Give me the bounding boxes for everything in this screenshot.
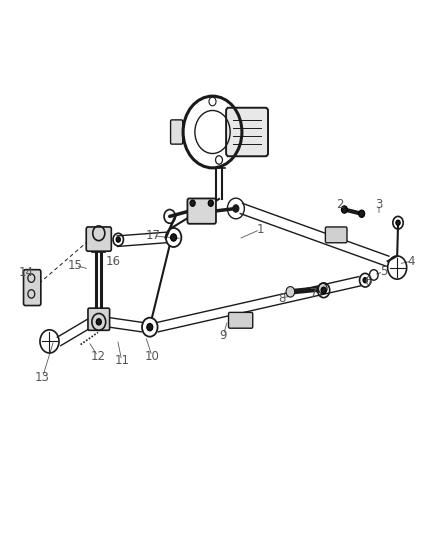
Circle shape — [321, 287, 326, 293]
FancyBboxPatch shape — [226, 108, 268, 156]
Circle shape — [318, 284, 327, 294]
Text: 14: 14 — [18, 266, 33, 279]
Text: 11: 11 — [114, 354, 129, 367]
Text: 2: 2 — [336, 198, 344, 211]
Text: 10: 10 — [145, 350, 159, 362]
FancyBboxPatch shape — [229, 312, 253, 328]
Text: 7: 7 — [311, 287, 318, 301]
FancyBboxPatch shape — [24, 270, 41, 305]
Text: 3: 3 — [375, 198, 383, 211]
Text: 9: 9 — [219, 328, 227, 342]
Text: 1: 1 — [256, 223, 264, 236]
Text: 4: 4 — [408, 255, 415, 268]
Text: 17: 17 — [146, 229, 161, 243]
FancyBboxPatch shape — [325, 227, 347, 243]
Circle shape — [116, 237, 120, 242]
Circle shape — [170, 234, 177, 241]
FancyBboxPatch shape — [170, 120, 183, 144]
Text: 5: 5 — [380, 265, 387, 278]
Text: 16: 16 — [106, 255, 120, 268]
Circle shape — [363, 278, 367, 283]
FancyBboxPatch shape — [86, 227, 111, 251]
FancyBboxPatch shape — [88, 308, 110, 330]
Circle shape — [359, 210, 365, 217]
Circle shape — [147, 324, 153, 331]
FancyBboxPatch shape — [187, 198, 216, 224]
Circle shape — [96, 319, 101, 325]
Circle shape — [190, 200, 195, 206]
Circle shape — [233, 205, 239, 212]
Text: 13: 13 — [35, 371, 50, 384]
Text: 6: 6 — [364, 275, 372, 288]
Text: 15: 15 — [68, 259, 83, 272]
Circle shape — [341, 206, 347, 213]
Text: 12: 12 — [90, 350, 106, 362]
Circle shape — [396, 220, 400, 225]
Circle shape — [286, 287, 295, 297]
Text: 8: 8 — [278, 292, 286, 305]
Circle shape — [208, 200, 213, 206]
